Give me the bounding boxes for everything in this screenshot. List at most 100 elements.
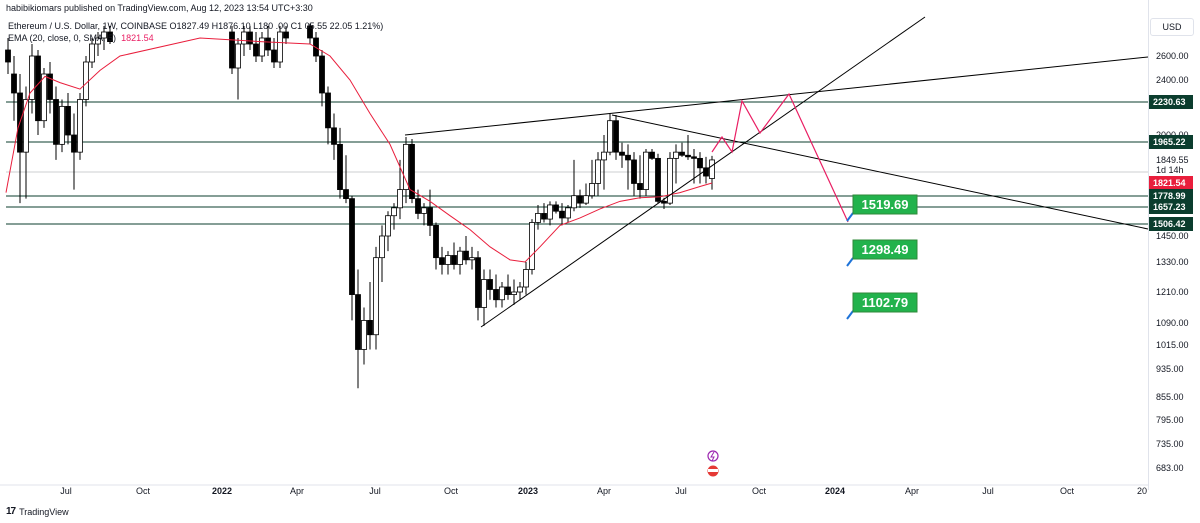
footer: 17 TradingView <box>6 506 69 517</box>
candle-down <box>307 25 313 39</box>
candle-down <box>325 92 331 129</box>
candle-up <box>523 269 529 288</box>
candle-down <box>613 120 619 153</box>
candle-down <box>649 151 655 159</box>
flag-stripe <box>708 469 718 472</box>
candle-down <box>433 224 439 259</box>
candle-down <box>505 286 511 295</box>
candle-down <box>439 257 445 265</box>
candle-up <box>607 120 613 153</box>
candle-up <box>583 195 589 204</box>
candle-down <box>409 143 415 200</box>
candle-down <box>553 204 559 212</box>
candle-down <box>487 279 493 290</box>
candle-up <box>277 31 283 63</box>
candle-down <box>655 157 661 202</box>
horizontal-levels <box>6 101 1148 225</box>
candle-down <box>631 159 637 184</box>
candle-up <box>391 207 397 217</box>
candle-down <box>463 250 469 261</box>
candle-down <box>559 210 565 219</box>
candle-down <box>107 31 113 43</box>
target-box <box>852 239 918 260</box>
chart-legend: Ethereum / U.S. Dollar, 1W, COINBASE O18… <box>8 20 383 44</box>
candle-up <box>29 55 35 100</box>
candle-down <box>427 207 433 226</box>
symbol-info[interactable]: Ethereum / U.S. Dollar, 1W, COINBASE O18… <box>8 21 384 31</box>
ascending-trendline <box>480 16 926 328</box>
candle-down <box>71 134 77 153</box>
candle-up <box>529 222 535 270</box>
currency-button[interactable]: USD <box>1150 18 1194 36</box>
candle-down <box>415 198 421 214</box>
target-value: 1298.49 <box>862 242 909 257</box>
candle-down <box>685 154 691 158</box>
lightning-icon <box>707 450 719 462</box>
candle-down <box>313 37 319 57</box>
target-pointer <box>846 310 854 320</box>
candle-down <box>5 49 11 63</box>
candle-up <box>535 213 541 223</box>
candle-down <box>271 49 277 63</box>
candle-down <box>541 213 547 220</box>
candle-up <box>421 207 427 214</box>
candle-down <box>661 200 667 204</box>
candle-down <box>11 73 17 94</box>
price-axis[interactable] <box>1148 0 1200 490</box>
candle-up <box>379 235 385 259</box>
candle-up <box>667 157 673 204</box>
candle-up <box>565 207 571 219</box>
candle-up <box>709 159 715 179</box>
candle-up <box>59 105 65 145</box>
candle-up <box>41 73 47 122</box>
trendlines <box>404 16 1149 328</box>
candle-down <box>355 294 361 350</box>
candle-up <box>385 215 391 237</box>
candle-up <box>101 31 107 39</box>
candle-up <box>511 291 517 295</box>
candle-up <box>469 257 475 261</box>
candle-down <box>349 198 355 295</box>
candle-down <box>577 195 583 204</box>
candle-down <box>367 320 373 336</box>
publisher-info: habibikiomars published on TradingView.c… <box>6 3 313 13</box>
candle-down <box>343 189 349 200</box>
candle-down <box>697 157 703 169</box>
candle-up <box>571 195 577 209</box>
candle-down <box>247 31 253 45</box>
candle-down <box>475 257 481 308</box>
candle-up <box>235 43 241 69</box>
projection-path <box>711 92 849 223</box>
target-pointer <box>846 212 854 222</box>
candle-up <box>397 189 403 209</box>
candle-down <box>253 43 259 57</box>
candle-up <box>83 61 89 100</box>
event-markers <box>707 450 719 477</box>
candle-up <box>457 250 463 265</box>
upper-trendline <box>404 56 1149 136</box>
ema-label: EMA (20, close, 0, SMA, 5) <box>8 33 117 43</box>
projection-line <box>711 92 849 223</box>
candle-up <box>95 37 101 45</box>
candle-down <box>283 31 289 39</box>
candle-up <box>373 257 379 336</box>
target-value: 1102.79 <box>862 295 908 310</box>
candle-down <box>53 99 59 145</box>
candle-up <box>481 279 487 308</box>
target-labels: 1519.69 1298.49 1102.79 <box>846 194 918 320</box>
ema-legend[interactable]: EMA (20, close, 0, SMA, 5) 1821.54 <box>8 32 383 44</box>
candle-down <box>493 289 499 301</box>
candle-up <box>595 159 601 184</box>
candle-up <box>23 99 29 153</box>
candle-down <box>229 31 235 69</box>
candle-down <box>679 151 685 156</box>
candle-up <box>589 183 595 197</box>
target-value: 1519.69 <box>862 197 909 212</box>
candle-up <box>445 255 451 265</box>
candle-up <box>241 31 247 45</box>
tradingview-logo-icon: 17 <box>6 506 16 517</box>
ema-value: 1821.54 <box>121 33 154 43</box>
brand-name: TradingView <box>19 506 69 517</box>
candle-up <box>499 286 505 301</box>
